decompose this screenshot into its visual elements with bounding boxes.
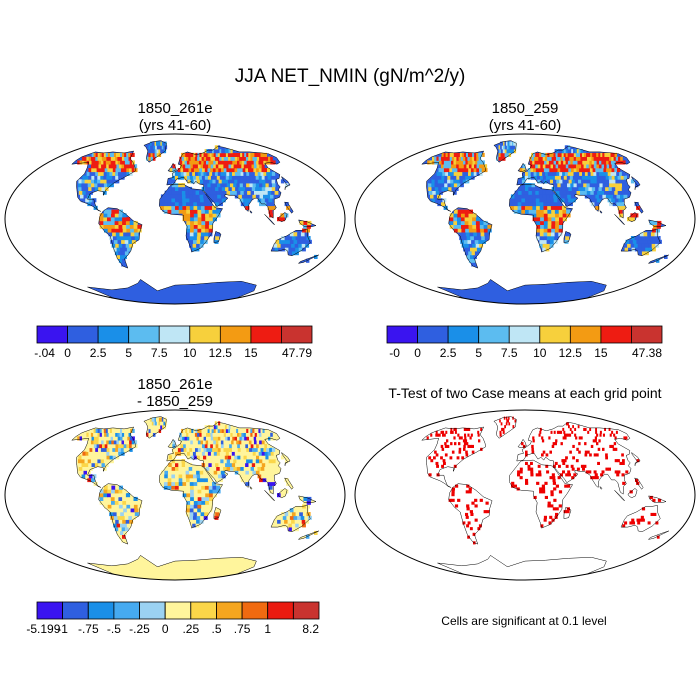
colorbar-swatch (36, 601, 64, 620)
colorbar-swatch (190, 601, 217, 620)
panel-title-line-2: (yrs 41-60) (489, 117, 562, 134)
colorbar-tick-label: -1 (57, 622, 68, 636)
colorbar-swatch (164, 601, 192, 620)
colorbar-tick-label: .25 (182, 622, 199, 636)
colorbar-swatch (539, 325, 571, 344)
colorbar-swatch (417, 325, 449, 344)
map-case1 (5, 134, 345, 304)
panel-difference: 1850_261e - 1850_259 -5.199-1 -.75 -.5 -.25… (4, 376, 346, 636)
map-border (4, 409, 346, 581)
colorbar-tick-label: -.75 (78, 622, 99, 636)
colorbar-tick-label: 0 (64, 346, 71, 360)
panel-title-line-2: (yrs 41-60) (139, 117, 212, 134)
colorbar-tick-label: .5 (211, 622, 221, 636)
map-border (4, 133, 346, 305)
colorbar-swatch (36, 325, 69, 344)
colorbar-swatch (631, 325, 663, 344)
figure-title: JJA NET_NMIN (gN/m^2/y) (235, 66, 466, 87)
colorbar-tick-label: 2.5 (90, 346, 107, 360)
colorbar-tick-label: 47.38 (632, 346, 662, 360)
colorbar-swatch (241, 601, 269, 620)
colorbar-swatch (62, 601, 89, 620)
colorbar-tick-label: 12.5 (209, 346, 233, 360)
map-ttest (355, 410, 695, 580)
colorbar-tick-label: -.5 (107, 622, 121, 636)
colorbar-tick-label: .75 (234, 622, 251, 636)
panel-title: T-Test of two Case means at each grid po… (388, 385, 661, 401)
colorbar-tick-label: 12.5 (559, 346, 583, 360)
colorbar-tick-label: 7.5 (501, 346, 518, 360)
colorbar-tick-label: -5.199 (26, 622, 60, 636)
colorbar-swatch (600, 325, 632, 344)
panel-title-line-2: - 1850_259 (137, 393, 213, 410)
colorbar-swatch (478, 325, 510, 344)
colorbar-tick-label: -.04 (34, 346, 55, 360)
colorbar-tick-label: 47.79 (282, 346, 312, 360)
colorbar-swatch (113, 601, 140, 620)
map-border (354, 133, 696, 305)
colorbar-case2: -0 0 2.5 5 7.5 10 12.5 15 47.38 (386, 325, 663, 360)
colorbar-swatch (216, 601, 243, 620)
panel-case1: 1850_261e (yrs 41-60) -.04 0 2.5 5 7.5 10 12.5… (4, 100, 346, 360)
colorbar-swatch (250, 325, 282, 344)
colorbar-swatch (447, 325, 480, 344)
colorbar-swatch (267, 601, 294, 620)
colorbar-swatch (569, 325, 602, 344)
colorbar-tick-label: 1 (264, 622, 271, 636)
colorbar-swatch (280, 325, 313, 344)
colorbar-tick-label: 5 (475, 346, 482, 360)
colorbar-tick-label: 15 (594, 346, 608, 360)
colorbar-swatch (189, 325, 221, 344)
panel-ttest: T-Test of two Case means at each grid po… (354, 385, 696, 628)
colorbar-swatch (67, 325, 99, 344)
panel-title-line-1: 1850_261e (137, 376, 212, 393)
colorbar-difference: -5.199-1 -.75 -.5 -.25 0 .25 .5 .75 1 8.2 (26, 601, 320, 636)
colorbar-tick-label: 0 (414, 346, 421, 360)
colorbar-tick-label: -0 (389, 346, 400, 360)
colorbar-swatch (87, 601, 115, 620)
map-case2 (355, 134, 695, 304)
ttest-footnote: Cells are significant at 0.1 level (441, 614, 606, 628)
panel-case2: 1850_259 (yrs 41-60) -0 0 2.5 5 7.5 10 12.5 15 4… (354, 100, 696, 360)
colorbar-swatch (386, 325, 419, 344)
colorbar-tick-label: -.25 (129, 622, 150, 636)
colorbar-swatch (158, 325, 191, 344)
colorbar-swatch (292, 601, 320, 620)
map-border (354, 409, 696, 581)
colorbar-tick-label: 7.5 (151, 346, 168, 360)
map-difference (5, 410, 345, 580)
panel-title-line-1: 1850_259 (492, 100, 559, 117)
colorbar-swatch (128, 325, 160, 344)
colorbar-swatch (139, 601, 166, 620)
colorbar-tick-label: 8.2 (302, 622, 319, 636)
colorbar-tick-label: 10 (183, 346, 197, 360)
panel-title-line-1: 1850_261e (137, 100, 212, 117)
colorbar-tick-label: 0 (162, 622, 169, 636)
colorbar-tick-label: 2.5 (440, 346, 457, 360)
colorbar-swatch (219, 325, 252, 344)
colorbar-swatch (508, 325, 541, 344)
colorbar-tick-label: 10 (533, 346, 547, 360)
colorbar-tick-label: 15 (244, 346, 258, 360)
colorbar-tick-label: 5 (125, 346, 132, 360)
colorbar-case1: -.04 0 2.5 5 7.5 10 12.5 15 47.79 (34, 325, 313, 360)
colorbar-swatch (97, 325, 130, 344)
